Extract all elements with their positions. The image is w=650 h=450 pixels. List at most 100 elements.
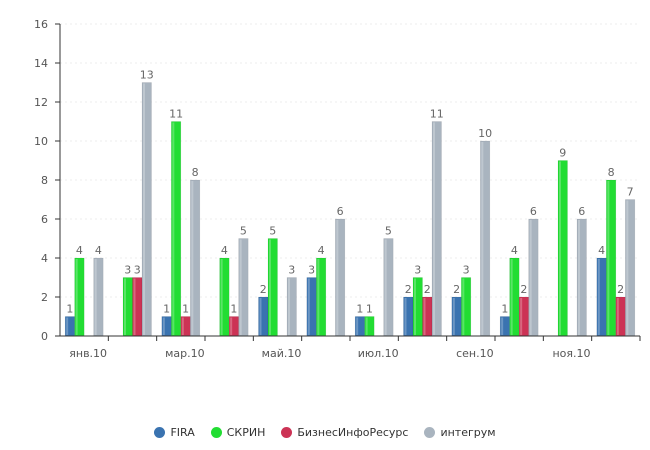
data-label: 5 — [269, 225, 276, 238]
data-label: 4 — [95, 244, 102, 257]
data-label: 9 — [559, 147, 566, 160]
y-tick-label: 0 — [41, 330, 48, 343]
data-label: 11 — [430, 108, 444, 121]
bar-highlight — [462, 278, 465, 335]
legend-item: интегрум — [424, 426, 496, 439]
data-label: 1 — [230, 303, 237, 316]
data-label: 7 — [627, 186, 634, 199]
x-tick-label: янв.10 — [69, 347, 107, 360]
y-tick-label: 10 — [34, 135, 48, 148]
bar-highlight — [423, 298, 426, 335]
data-label: 8 — [608, 166, 615, 179]
x-tick-label: июл.10 — [358, 347, 399, 360]
legend-label: FIRA — [170, 426, 195, 439]
x-tick-label: ноя.10 — [552, 347, 590, 360]
bar-highlight — [384, 239, 387, 335]
data-label: 11 — [169, 108, 183, 121]
bar-highlight — [607, 181, 610, 335]
data-label: 2 — [405, 283, 412, 296]
data-label: 5 — [385, 225, 392, 238]
legend-marker-icon — [210, 427, 222, 438]
bar-highlight — [510, 259, 513, 335]
bar-highlight — [578, 220, 580, 335]
bar-highlight — [365, 317, 368, 335]
legend-marker-icon — [154, 427, 166, 438]
bar-highlight — [94, 259, 97, 335]
bar-highlight — [259, 298, 262, 335]
data-label: 4 — [221, 244, 228, 257]
data-label: 1 — [356, 303, 363, 316]
bar-highlight — [181, 317, 184, 335]
bar-highlight — [529, 220, 532, 335]
data-label: 6 — [530, 205, 537, 218]
data-label: 1 — [182, 303, 189, 316]
legend-marker-icon — [281, 427, 293, 438]
bar-highlight — [414, 278, 416, 335]
bar-highlight — [191, 181, 194, 335]
x-tick-label: сен.10 — [456, 347, 494, 360]
data-label: 2 — [424, 283, 431, 296]
data-label: 3 — [308, 264, 315, 277]
bar-highlight — [481, 142, 484, 335]
data-label: 13 — [140, 69, 154, 82]
data-label: 2 — [260, 283, 267, 296]
data-label: 1 — [501, 303, 508, 316]
bar-highlight — [230, 317, 233, 335]
bar-highlight — [143, 83, 145, 335]
y-tick-label: 8 — [41, 174, 48, 187]
bar-highlight — [336, 220, 339, 335]
data-label: 2 — [617, 283, 624, 296]
legend-marker-icon — [424, 427, 436, 438]
legend: FIRA СКРИН БизнесИнфоРесурс интегрум — [0, 426, 650, 439]
bar-highlight — [220, 259, 223, 335]
bar-highlight — [133, 278, 136, 335]
y-tick-label: 4 — [41, 252, 48, 265]
y-tick-label: 16 — [34, 18, 48, 31]
data-label: 6 — [578, 205, 585, 218]
bar-highlight — [626, 200, 629, 335]
bar-highlight — [559, 161, 561, 335]
bar-highlight — [356, 317, 359, 335]
y-tick-label: 12 — [34, 96, 48, 109]
bar-highlight — [269, 239, 271, 335]
data-label: 2 — [520, 283, 527, 296]
bar-highlight — [433, 122, 435, 335]
bar-highlight — [317, 259, 320, 335]
data-label: 3 — [288, 264, 295, 277]
bar-highlight — [501, 317, 504, 335]
data-label: 4 — [598, 244, 605, 257]
data-label: 2 — [453, 283, 460, 296]
bar-highlight — [452, 298, 455, 335]
data-label: 10 — [478, 127, 492, 140]
bar-highlight — [616, 298, 619, 335]
data-label: 1 — [66, 303, 73, 316]
bar-highlight — [597, 259, 600, 335]
bar-highlight — [124, 278, 126, 335]
bar-highlight — [162, 317, 165, 335]
data-label: 3 — [134, 264, 141, 277]
legend-label: интегрум — [440, 426, 496, 439]
bar-highlight — [288, 278, 290, 335]
y-tick-label: 6 — [41, 213, 48, 226]
legend-label: БизнесИнфоРесурс — [297, 426, 409, 439]
bar-highlight — [172, 122, 175, 335]
data-label: 4 — [76, 244, 83, 257]
bar-highlight — [404, 298, 407, 335]
data-label: 3 — [463, 264, 470, 277]
data-label: 3 — [124, 264, 131, 277]
data-label: 1 — [366, 303, 373, 316]
bar-highlight — [75, 259, 78, 335]
y-tick-label: 14 — [34, 57, 48, 70]
legend-item: СКРИН — [210, 426, 265, 439]
data-label: 5 — [240, 225, 247, 238]
y-tick-label: 2 — [41, 291, 48, 304]
data-label: 4 — [318, 244, 325, 257]
bar-highlight — [520, 298, 523, 335]
legend-item: FIRA — [154, 426, 195, 439]
bar-highlight — [66, 317, 69, 335]
legend-item: БизнесИнфоРесурс — [281, 426, 408, 439]
data-label: 4 — [511, 244, 518, 257]
x-tick-label: май.10 — [262, 347, 302, 360]
